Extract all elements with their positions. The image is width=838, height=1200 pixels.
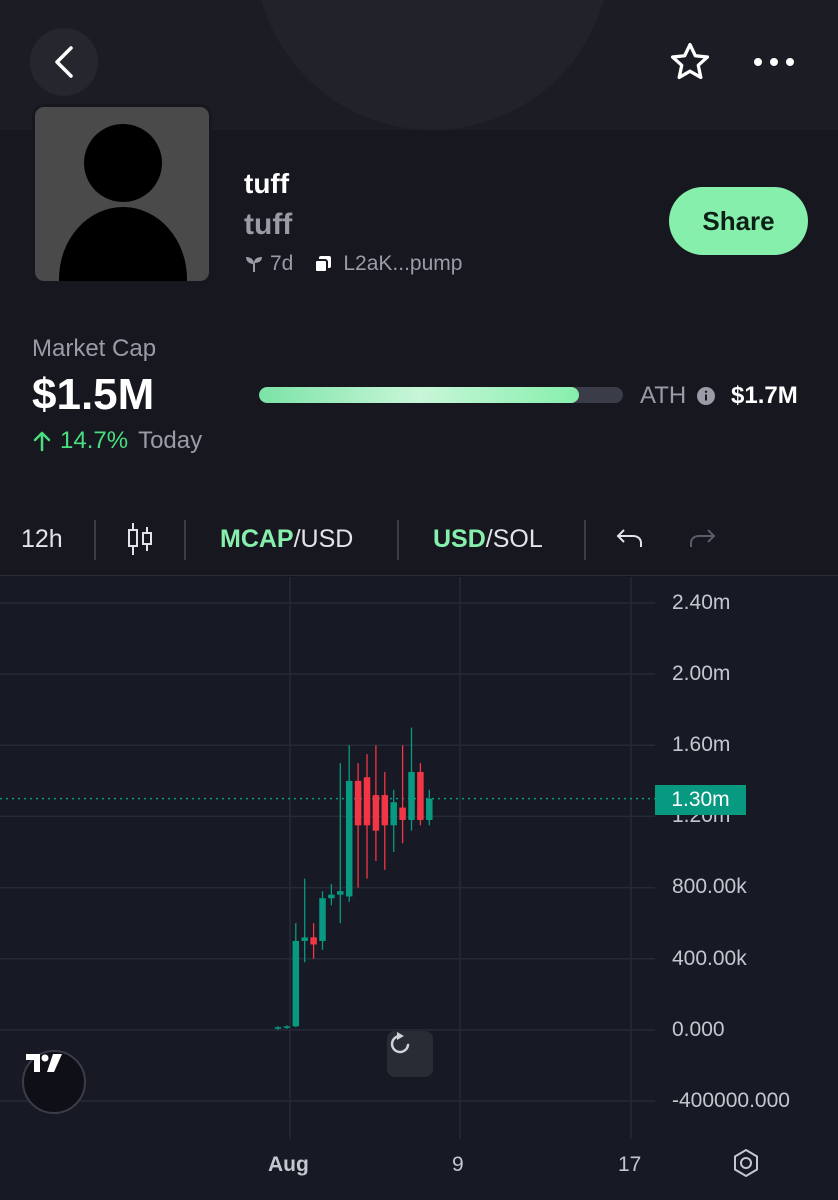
info-icon[interactable]	[696, 386, 716, 406]
mcap-suffix: /USD	[293, 524, 354, 553]
candle-body	[328, 894, 335, 899]
market-cap-value: $1.5M	[32, 370, 155, 419]
ath-label-group: ATH	[640, 382, 716, 410]
y-tick-label: 0.000	[672, 1018, 725, 1041]
change-percent: 14.7%	[60, 427, 129, 454]
sprout-icon	[246, 257, 262, 272]
tradingview-logo[interactable]	[22, 1050, 86, 1114]
toolbar-divider	[94, 520, 96, 560]
toolbar-divider	[397, 520, 399, 560]
ath-value: $1.7M	[731, 382, 798, 409]
y-tick-label: 2.00m	[672, 662, 731, 685]
tradingview-icon	[26, 1054, 62, 1072]
arrow-up-icon	[33, 431, 51, 452]
candle-body	[283, 1026, 291, 1028]
y-tick-label: 400.00k	[672, 947, 747, 970]
token-ticker: tuff	[244, 208, 293, 241]
chart-type-button[interactable]	[126, 502, 154, 576]
mcap-prefix: MCAP	[220, 524, 294, 553]
candle-body	[274, 1027, 282, 1029]
ath-progress-fill	[259, 387, 580, 403]
ath-label: ATH	[640, 382, 687, 409]
favorite-button[interactable]	[664, 36, 716, 88]
star-icon	[670, 42, 710, 80]
usd-prefix: USD	[433, 524, 486, 553]
toolbar-divider	[184, 520, 186, 560]
candlestick-chart[interactable]	[0, 577, 838, 1200]
candle-body	[399, 807, 406, 820]
token-meta: 7d L2aK...pump	[244, 252, 462, 276]
usd-sol-toggle[interactable]: USD/SOL	[433, 502, 543, 576]
y-tick-label: -400000.000	[672, 1089, 790, 1112]
y-tick-label: 2.40m	[672, 591, 731, 614]
y-tick-label: 1.60m	[672, 733, 731, 756]
token-info: tuff tuff 7d L2aK...pump Share Market Ca…	[0, 104, 838, 502]
candle-body	[417, 771, 424, 820]
candles-icon	[128, 523, 152, 555]
x-tick-label: Aug	[268, 1153, 309, 1176]
chart-toolbar: 12h MCAP/USD USD/SOL	[0, 502, 838, 576]
user-placeholder-icon	[59, 124, 187, 281]
header-decoration	[255, 0, 610, 130]
candle-body	[345, 780, 353, 897]
refresh-icon	[390, 1032, 410, 1054]
undo-icon	[616, 529, 642, 547]
candle-body	[292, 940, 300, 1027]
more-horizontal-icon	[754, 58, 794, 66]
redo-icon	[690, 529, 716, 547]
redo-button[interactable]	[688, 502, 718, 576]
back-button[interactable]	[30, 28, 98, 96]
x-tick-label: 9	[452, 1153, 464, 1176]
current-price-tag: 1.30m	[655, 785, 746, 815]
candle-body	[301, 937, 308, 941]
candle-body	[363, 777, 371, 826]
token-name: tuff	[244, 168, 290, 199]
change-period: Today	[138, 427, 203, 454]
candle-body	[381, 795, 389, 826]
market-cap-label: Market Cap	[32, 335, 157, 362]
candle-body	[319, 898, 326, 941]
chevron-left-icon	[55, 46, 73, 78]
candle-body	[354, 780, 362, 826]
y-tick-label: 800.00k	[672, 875, 747, 898]
toolbar-divider	[584, 520, 586, 560]
undo-button[interactable]	[614, 502, 644, 576]
candle-body	[337, 891, 344, 895]
candle-body	[390, 802, 397, 826]
token-address[interactable]: L2aK...pump	[343, 252, 463, 275]
candle-body	[426, 798, 433, 820]
mcap-usd-toggle[interactable]: MCAP/USD	[220, 502, 353, 576]
candle-body	[372, 795, 380, 831]
copy-icon[interactable]	[313, 254, 333, 274]
candle-body	[408, 771, 415, 820]
market-cap-change: 14.7% Today	[32, 427, 202, 455]
candle-body	[310, 937, 317, 945]
ath-progress-bar	[259, 387, 623, 403]
interval-selector[interactable]: 12h	[21, 524, 63, 553]
price-chart[interactable]: 2.40m 2.00m 1.60m 1.20m 800.00k 400.00k …	[0, 577, 838, 1200]
more-button[interactable]	[748, 36, 800, 88]
chart-settings-button[interactable]	[730, 1147, 766, 1183]
usd-suffix: /SOL	[485, 524, 543, 553]
reset-chart-button[interactable]	[387, 1031, 433, 1077]
token-avatar	[32, 104, 212, 284]
x-tick-label: 17	[618, 1153, 642, 1176]
share-button[interactable]: Share	[669, 187, 808, 255]
settings-icon	[734, 1148, 758, 1178]
token-age: 7d	[270, 252, 294, 275]
